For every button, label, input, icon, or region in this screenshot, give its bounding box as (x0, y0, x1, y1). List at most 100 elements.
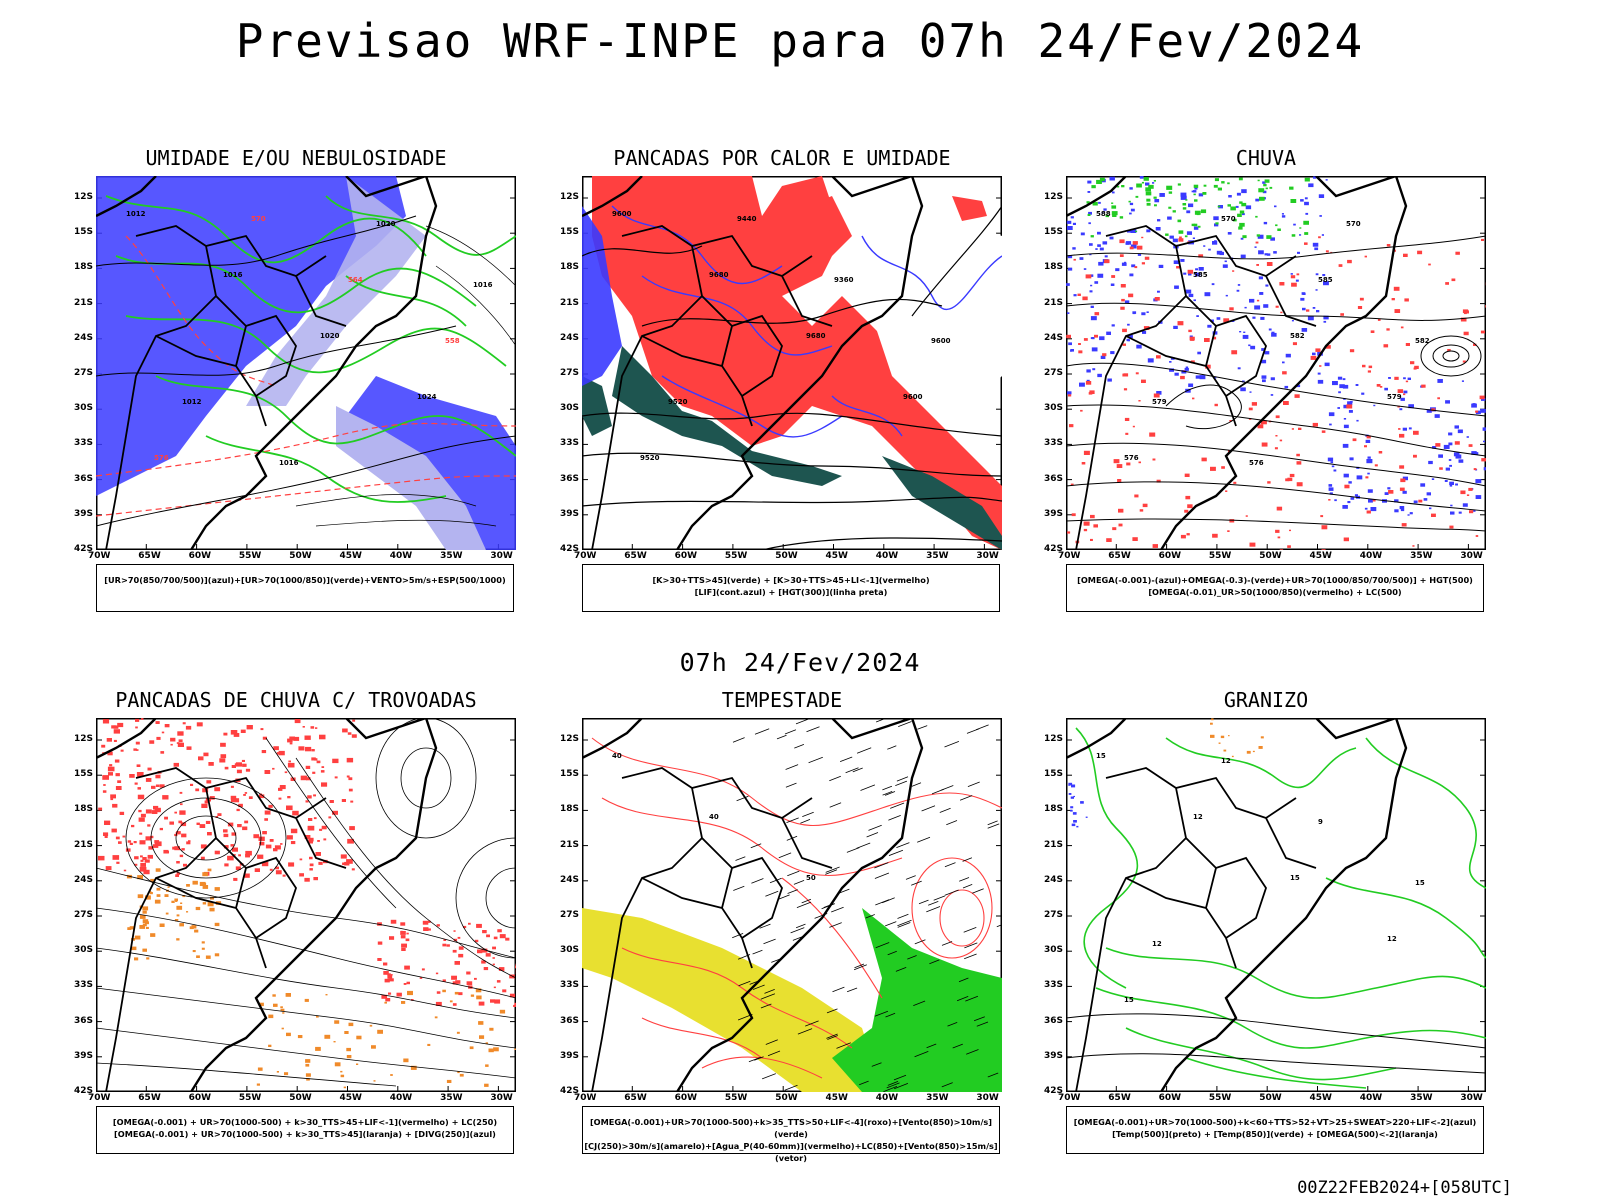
speckle (259, 794, 265, 799)
wind-vector (885, 921, 897, 927)
lat-tick-label: 24S (1044, 332, 1064, 343)
speckle (1372, 499, 1376, 502)
lat-tick-label: 27S (560, 910, 580, 920)
speckle (1352, 438, 1357, 442)
speckle (219, 758, 226, 763)
speckle (1279, 549, 1284, 550)
speckle (1242, 235, 1247, 239)
speckle (1356, 419, 1359, 422)
wind-vector (947, 1022, 958, 1027)
speckle (135, 718, 140, 722)
speckle (1187, 269, 1194, 274)
speckle (280, 843, 283, 845)
speckle (137, 894, 144, 899)
speckle (1112, 191, 1115, 194)
speckle (1328, 484, 1333, 487)
speckle (1322, 274, 1326, 277)
speckle (1315, 348, 1321, 352)
speckle (230, 844, 234, 847)
speckle (259, 841, 265, 846)
lat-tick-label: 24S (74, 874, 94, 885)
speckle (1214, 223, 1219, 227)
speckle (200, 844, 207, 849)
speckle (1269, 186, 1273, 189)
speckle (1126, 462, 1131, 466)
speckle (139, 925, 145, 929)
wind-vector (829, 922, 842, 928)
speckle (1096, 179, 1102, 184)
speckle (1190, 338, 1195, 341)
wind-vector (911, 880, 922, 886)
speckle (238, 803, 243, 808)
speckle (403, 1058, 409, 1063)
speckle (137, 875, 143, 880)
speckle (494, 999, 501, 1004)
wind-vector (806, 726, 820, 733)
speckle (1365, 439, 1371, 443)
speckle (199, 824, 206, 828)
green-omega-speckle (1086, 177, 1310, 239)
speckle (310, 726, 315, 729)
speckle (1405, 343, 1410, 346)
speckle (502, 989, 507, 993)
speckle (453, 938, 458, 942)
panel-title: TEMPESTADE (721, 688, 843, 712)
speckle (1310, 355, 1317, 360)
lat-tick-label: 18S (74, 262, 94, 273)
speckle (108, 772, 113, 776)
lat-tick-label: 42S (1044, 544, 1064, 554)
wind-vector (952, 1043, 963, 1049)
speckle (1249, 298, 1255, 303)
speckle (275, 870, 282, 875)
contour-label: 588 (1096, 210, 1111, 218)
speckle (1220, 735, 1225, 739)
wind-vector (845, 767, 859, 774)
coast-line (96, 718, 438, 1092)
speckle (155, 774, 161, 779)
speckle (479, 1035, 485, 1039)
speckle (1141, 181, 1145, 184)
speckle (177, 731, 184, 736)
speckle (1073, 258, 1076, 261)
speckle (390, 974, 393, 976)
speckle (1455, 251, 1460, 255)
speckle (1073, 820, 1077, 823)
speckle (282, 1012, 285, 1014)
speckle (268, 1044, 272, 1047)
speckle (1086, 201, 1090, 204)
speckle (346, 859, 353, 864)
wind-vector (760, 993, 776, 1000)
speckle (143, 869, 150, 875)
speckle (1128, 200, 1131, 203)
lat-tick-label: 42S (560, 1086, 580, 1096)
speckle (1132, 312, 1136, 315)
wind-vector (825, 866, 840, 873)
speckle (244, 792, 248, 794)
lon-tick-label: 30W (976, 551, 999, 561)
speckle (1078, 350, 1083, 354)
wind-vector (886, 1082, 900, 1089)
speckle (1401, 523, 1407, 527)
speckle (1366, 435, 1371, 439)
speckle (1223, 318, 1230, 323)
wind-vector (987, 823, 1000, 829)
speckle (346, 1047, 351, 1052)
speckle (159, 827, 163, 831)
pressure-isobars (96, 215, 516, 527)
speckle (1125, 242, 1129, 245)
speckle (160, 751, 165, 754)
speckle (145, 895, 151, 900)
speckle (1143, 326, 1150, 330)
lon-tick-label: 40W (875, 1093, 899, 1103)
contour-label: 9600 (612, 210, 632, 218)
speckle (1294, 394, 1300, 398)
speckle (1117, 479, 1122, 482)
speckle (1255, 241, 1259, 244)
speckle (1066, 283, 1070, 286)
speckle (442, 979, 446, 982)
speckle (1068, 267, 1073, 271)
speckle (287, 796, 291, 799)
speckle (1103, 208, 1107, 211)
speckle (245, 850, 252, 856)
speckle (1127, 323, 1130, 326)
